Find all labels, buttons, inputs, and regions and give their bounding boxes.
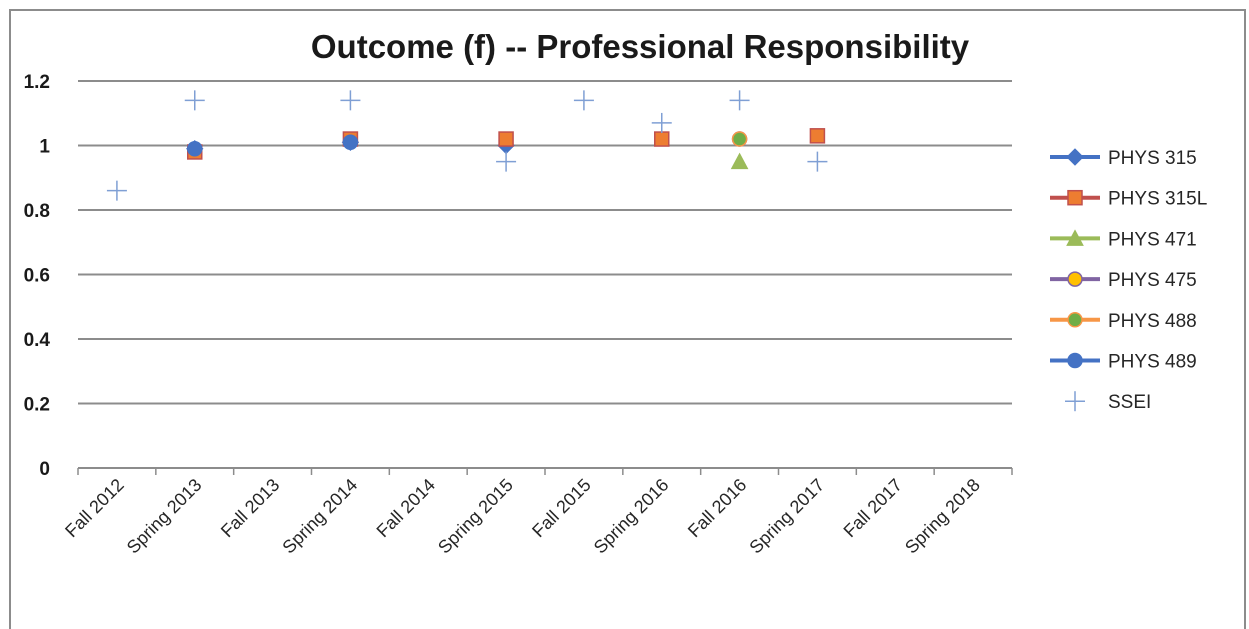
point-ssei [496, 151, 517, 172]
x-tick-label: Fall 2014 [373, 475, 440, 542]
x-tick-label: Fall 2015 [528, 475, 595, 542]
legend-phys-488-label: PHYS 488 [1108, 311, 1197, 332]
x-tick-label: Fall 2017 [840, 475, 907, 542]
legend-phys-315-label: PHYS 315 [1108, 148, 1197, 169]
legend-phys-471-marker [1066, 229, 1084, 246]
point-ssei [729, 90, 750, 111]
legend-phys-475-label: PHYS 475 [1108, 270, 1197, 291]
point-ssei [340, 90, 361, 111]
point-phys-489 [187, 140, 203, 157]
point-phys-315l [654, 131, 670, 147]
legend-ssei-label: SSEI [1108, 392, 1151, 413]
point-ssei [573, 90, 594, 111]
point-phys-488 [731, 131, 748, 147]
x-tick-label: Spring 2014 [278, 475, 361, 558]
x-tick-label: Spring 2013 [123, 475, 206, 558]
legend-ssei-marker [1065, 391, 1085, 412]
point-phys-315l [809, 128, 826, 144]
y-tick-label: 0.2 [24, 395, 50, 416]
legend-phys-488-marker [1067, 312, 1083, 328]
point-ssei [184, 90, 205, 111]
y-tick-label: 0 [39, 459, 50, 480]
point-phys-489 [342, 134, 359, 151]
legend-phys-315-marker [1066, 148, 1084, 166]
chart-frame [9, 9, 1246, 629]
y-tick-label: 1 [39, 137, 50, 158]
point-ssei [807, 151, 828, 172]
point-ssei [106, 180, 127, 201]
legend-phys-315l-label: PHYS 315L [1108, 189, 1207, 210]
legend-phys-489-marker [1067, 352, 1083, 369]
y-tick-label: 0.6 [24, 266, 50, 287]
legend-phys-489-label: PHYS 489 [1108, 352, 1197, 373]
y-tick-label: 0.4 [24, 330, 51, 351]
legend-phys-315l-marker [1067, 189, 1083, 206]
y-tick-label: 1.2 [24, 72, 50, 93]
chart-title: Outcome (f) -- Professional Responsibili… [311, 28, 970, 65]
x-tick-label: Fall 2013 [217, 475, 284, 542]
x-tick-label: Spring 2018 [901, 475, 984, 558]
x-tick-label: Spring 2016 [590, 475, 673, 558]
y-tick-label: 0.8 [24, 201, 50, 222]
legend-phys-475-marker [1067, 271, 1083, 287]
point-phys-471 [730, 152, 749, 170]
legend-phys-471-label: PHYS 471 [1108, 229, 1197, 250]
x-tick-label: Spring 2017 [745, 475, 828, 558]
chart: Outcome (f) -- Professional Responsibili… [24, 28, 1208, 558]
point-ssei [651, 112, 672, 133]
x-tick-label: Fall 2016 [684, 475, 751, 542]
x-tick-label: Spring 2015 [434, 475, 517, 558]
point-phys-315l [498, 131, 514, 147]
x-tick-label: Fall 2012 [61, 475, 128, 542]
